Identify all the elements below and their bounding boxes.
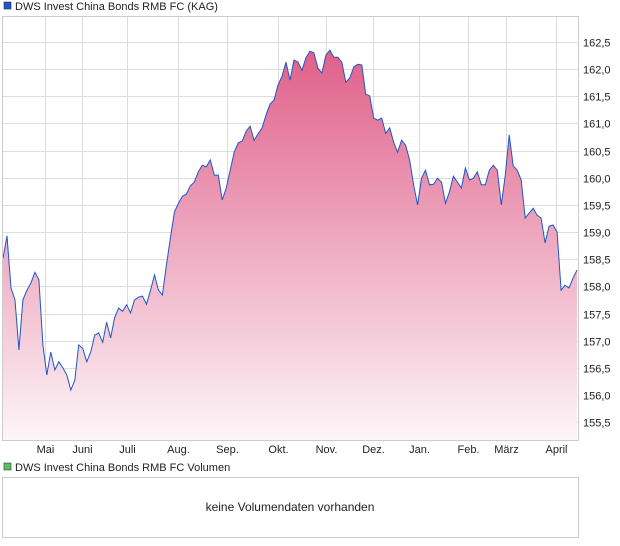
y-tick-label: 160,0 — [583, 174, 611, 186]
y-tick-label: 161,5 — [583, 92, 611, 104]
x-tick-label: Dez. — [362, 444, 385, 456]
plot-frame — [2, 16, 579, 441]
y-tick-label: 155,5 — [583, 418, 611, 430]
price-legend-label: DWS Invest China Bonds RMB FC (KAG) — [15, 1, 218, 13]
y-tick-label: 162,0 — [583, 65, 611, 77]
price-legend-swatch — [3, 1, 12, 10]
x-tick-label: Feb. — [457, 444, 479, 456]
x-tick-label: März — [494, 444, 518, 456]
y-tick-label: 158,5 — [583, 255, 611, 267]
y-tick-label: 162,5 — [583, 38, 611, 50]
y-tick-label: 156,5 — [583, 364, 611, 376]
y-tick-label: 159,0 — [583, 228, 611, 240]
y-tick-label: 158,0 — [583, 282, 611, 294]
y-tick-label: 157,5 — [583, 310, 611, 322]
x-tick-label: Juli — [119, 444, 136, 456]
price-area — [3, 50, 577, 440]
volume-legend-swatch — [3, 462, 12, 471]
y-tick-label: 157,0 — [583, 337, 611, 349]
volume-empty-message: keine Volumendaten vorhanden — [206, 500, 375, 514]
y-tick-label: 161,0 — [583, 119, 611, 131]
price-line — [2, 49, 578, 392]
x-axis: Mai Juni Juli Aug. Sep. Okt. Nov. Dez. Jan. Feb. M… — [37, 444, 568, 456]
x-tick-label: April — [545, 444, 567, 456]
x-tick-label: Sep. — [216, 444, 239, 456]
y-tick-label: 160,5 — [583, 147, 611, 159]
volume-panel — [2, 477, 579, 538]
volume-legend-label: DWS Invest China Bonds RMB FC Volumen — [15, 462, 230, 474]
y-axis: 155,5 156,0 156,5 157,0 157,5 158,0 158,5 159,0… — [583, 38, 611, 430]
x-tick-label: Mai — [37, 444, 55, 456]
x-tick-label: Okt. — [268, 444, 288, 456]
x-tick-label: Aug. — [167, 444, 190, 456]
x-tick-label: Juni — [72, 444, 92, 456]
y-tick-label: 159,5 — [583, 201, 611, 213]
x-tick-label: Nov. — [316, 444, 338, 456]
y-tick-label: 156,0 — [583, 391, 611, 403]
x-tick-label: Jan. — [409, 444, 430, 456]
